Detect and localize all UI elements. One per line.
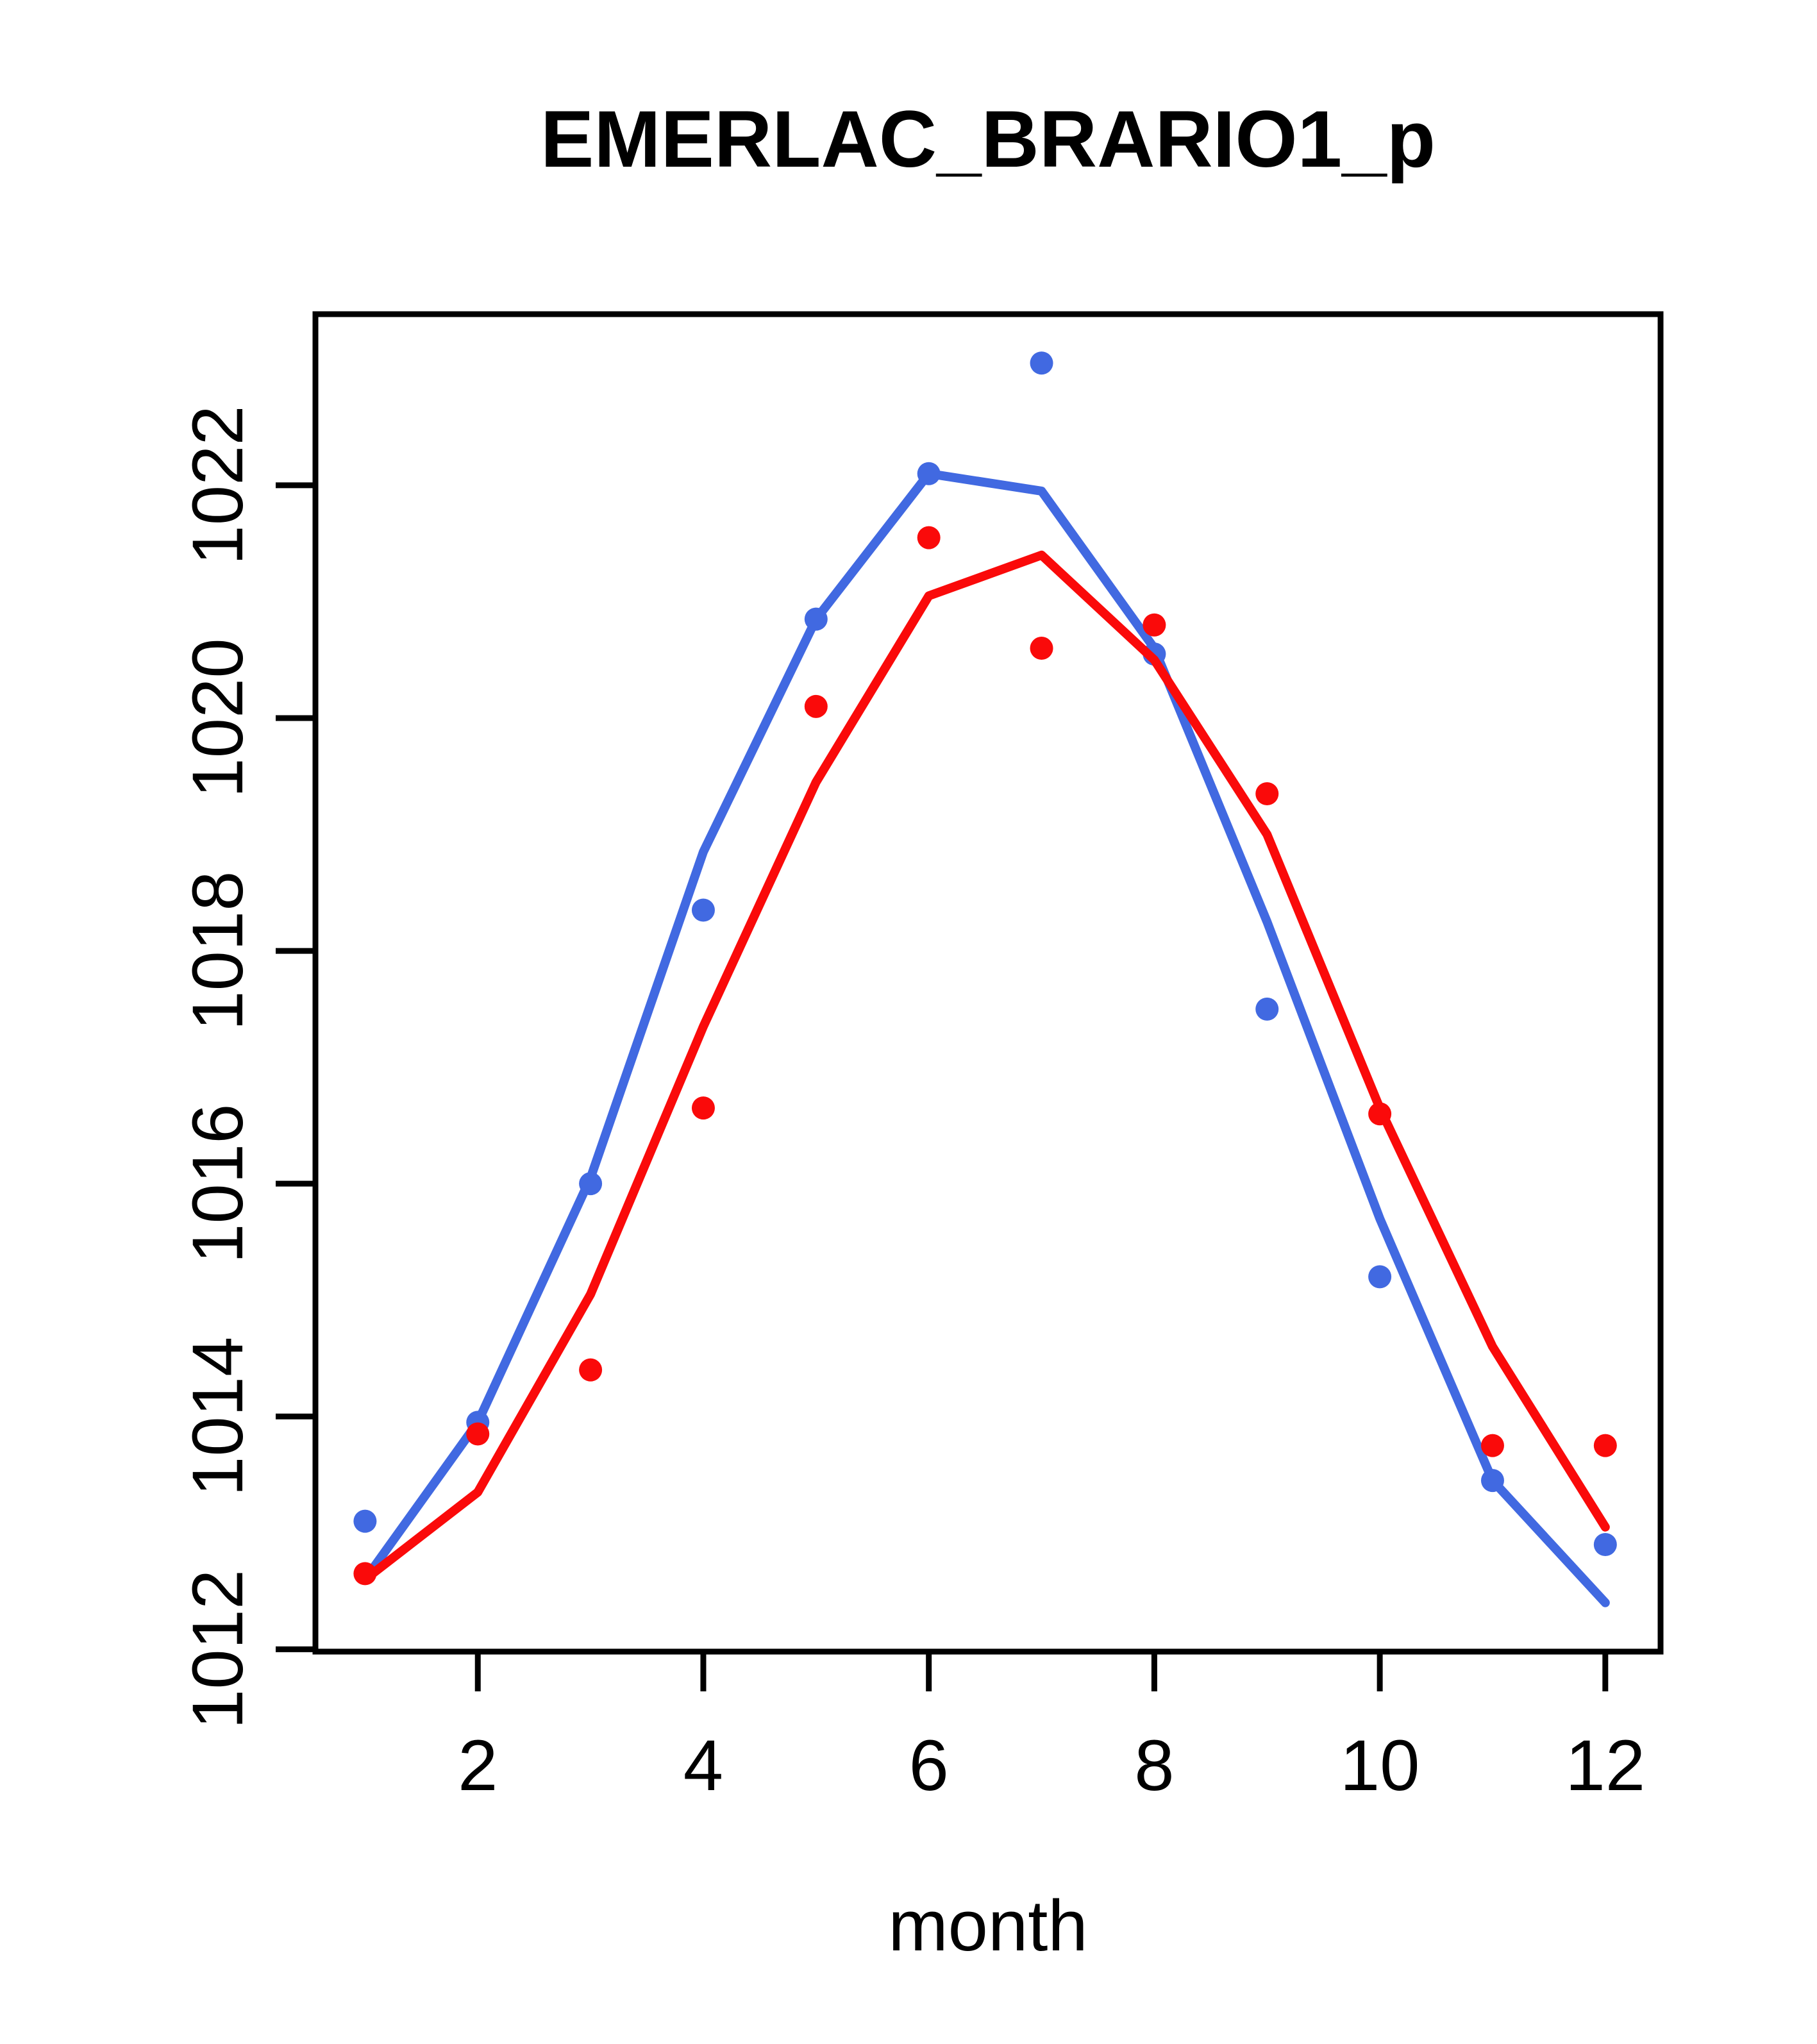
- red-series-point-m11: [1480, 1434, 1504, 1457]
- blue-series-point-m1: [353, 1509, 377, 1533]
- red-series-point-m10: [1368, 1102, 1392, 1126]
- red-series-point-m6: [917, 526, 941, 549]
- red-series-point-m1: [353, 1562, 377, 1586]
- red-series-point-m8: [1143, 613, 1166, 637]
- red-series-point-m2: [466, 1422, 490, 1446]
- y-tick-label: 1018: [178, 871, 258, 1030]
- x-axis-label: month: [888, 1886, 1087, 1966]
- red-series-point-m12: [1593, 1434, 1617, 1457]
- blue-series-point-m11: [1480, 1469, 1504, 1493]
- red-series-point-m9: [1255, 782, 1279, 805]
- blue-series-point-m3: [579, 1172, 603, 1196]
- y-tick-label: 1014: [178, 1337, 258, 1496]
- blue-series-line: [360, 469, 1610, 1607]
- blue-series-point-m5: [804, 607, 828, 631]
- blue-series-point-m9: [1255, 997, 1279, 1021]
- x-tick-label: 12: [1566, 1725, 1646, 1805]
- red-series-point-m3: [579, 1358, 603, 1382]
- red-series-point-m7: [1030, 637, 1053, 660]
- axis-box: [312, 311, 1664, 1655]
- x-tick-label: 6: [909, 1725, 949, 1805]
- y-tick-label: 1012: [178, 1570, 258, 1729]
- x-tick-label: 2: [458, 1725, 498, 1805]
- y-tick-label: 1016: [178, 1104, 258, 1264]
- red-series-line: [360, 550, 1610, 1584]
- blue-series-point-m7: [1030, 351, 1053, 375]
- y-tick-label: 1020: [178, 638, 258, 798]
- blue-series-point-m10: [1368, 1265, 1392, 1289]
- chart-title: EMERLAC_BRARIO1_p: [540, 95, 1436, 184]
- x-tick-label: 4: [683, 1725, 723, 1805]
- blue-series-point-m6: [917, 462, 941, 485]
- x-tick-label: 10: [1340, 1725, 1420, 1805]
- blue-series-point-m4: [691, 898, 715, 922]
- red-series-point-m5: [804, 694, 828, 718]
- y-tick-label: 1022: [178, 405, 258, 565]
- blue-series-point-m12: [1593, 1532, 1617, 1556]
- x-tick-label: 8: [1134, 1725, 1174, 1805]
- red-series-point-m4: [691, 1096, 715, 1120]
